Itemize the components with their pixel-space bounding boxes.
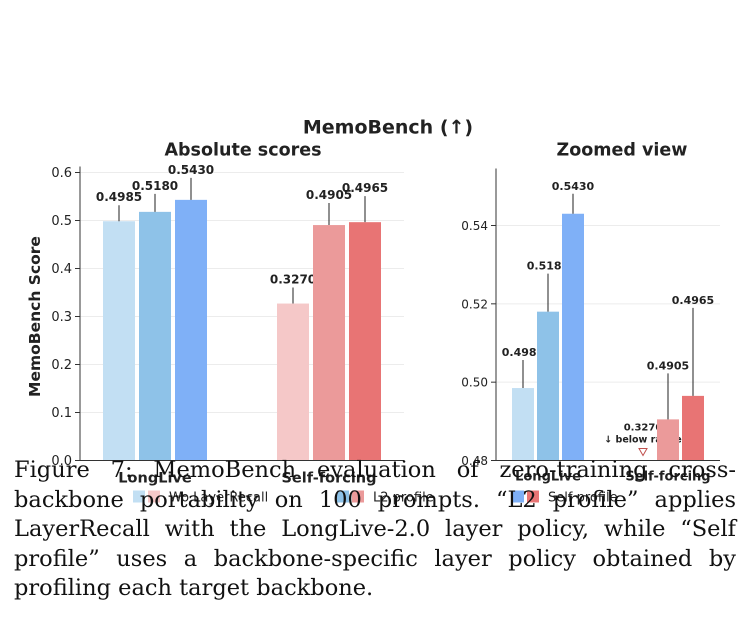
right-bar-longlive-l2-profile: [537, 311, 559, 461]
left-bar-longlive-self-profile: [175, 199, 207, 461]
right-data-label-longlive-wo-layerrecall: 0.4985: [502, 346, 544, 359]
left-y-tick-label-4: 0.4: [51, 262, 72, 277]
left-bar-self-forcing-wo-layerrecall: [277, 303, 309, 461]
left-bar-self-forcing-l2-profile: [313, 225, 345, 461]
left-y-ticks: 0.0 0.1 0.2 0.3 0.4 0.5 0.6: [51, 166, 80, 469]
right-below-range-marker-self-forcing-wo-layerrecall: [638, 448, 648, 457]
legend-swatch-wo-longlive: [133, 490, 145, 503]
right-x-tick-self-forcing: Self-forcing: [625, 470, 710, 485]
right-data-label-longlive-l2-profile: 0.5180: [527, 260, 570, 273]
left-data-label-longlive-self-profile: 0.5430: [168, 163, 214, 177]
left-data-label-self-forcing-l2-profile: 0.4905: [306, 188, 352, 202]
right-y-ticks: 0.48 0.50 0.52 0.54: [461, 219, 496, 468]
right-below-range-note: ↓ below range: [604, 435, 681, 446]
left-data-label-longlive-wo-layerrecall: 0.4985: [96, 190, 142, 204]
legend-swatch-l2-longlive: [337, 490, 349, 503]
left-y-axis-label: MemoBench Score: [26, 236, 44, 397]
right-bar-longlive-self-profile: [562, 213, 584, 461]
legend-label-self-profile: Self profile: [548, 491, 618, 506]
left-data-label-self-forcing-self-profile: 0.4965: [342, 181, 388, 195]
right-data-label-self-forcing-l2-profile: 0.4905: [647, 359, 689, 372]
legend: Wo LayerRecall L2 profile Self profile: [133, 490, 618, 506]
right-y-tick-label-3: 0.54: [461, 219, 488, 233]
left-y-tick-label-2: 0.2: [51, 358, 72, 373]
legend-swatch-self-self-forcing: [527, 490, 539, 503]
figure-caption: Figure 7: MemoBench evaluation of zero-t…: [14, 457, 736, 601]
left-panel-title: Absolute scores: [164, 141, 321, 161]
suptitle: MemoBench (↑): [303, 117, 473, 139]
right-data-label-self-forcing-self-profile: 0.4965: [672, 294, 714, 307]
left-data-label-longlive-l2-profile: 0.5180: [132, 179, 178, 193]
left-data-label-self-forcing-wo-layerrecall: 0.3270: [270, 273, 316, 287]
left-x-tick-longlive: LongLive: [118, 471, 192, 487]
left-y-tick-label-3: 0.3: [51, 310, 72, 325]
right-y-tick-label-1: 0.50: [461, 376, 488, 390]
left-y-tick-label-1: 0.1: [51, 406, 72, 421]
legend-label-l2-profile: L2 profile: [373, 491, 434, 506]
right-bar-longlive-wo-layerrecall: [512, 388, 534, 461]
legend-label-wo-layerrecall: Wo LayerRecall: [169, 491, 268, 506]
right-bar-self-forcing-self-profile: [682, 395, 704, 461]
legend-swatch-l2-self-forcing: [352, 490, 364, 503]
left-bar-longlive-wo-layerrecall: [103, 221, 135, 461]
right-bar-self-forcing-l2-profile: [657, 419, 679, 461]
right-y-tick-label-2: 0.52: [461, 297, 488, 311]
left-y-tick-label-0: 0.0: [51, 454, 72, 469]
right-data-label-self-forcing-wo-layerrecall: 0.3270: [624, 423, 663, 434]
right-y-tick-label-0: 0.48: [461, 454, 488, 468]
left-x-tick-self-forcing: Self-forcing: [281, 471, 376, 487]
left-y-tick-label-5: 0.5: [51, 214, 72, 229]
legend-swatch-self-longlive: [512, 490, 524, 503]
left-y-tick-label-6: 0.6: [51, 166, 72, 181]
legend-swatch-wo-self-forcing: [148, 490, 160, 503]
right-panel-title: Zoomed view: [557, 141, 688, 161]
right-data-label-longlive-self-profile: 0.5430: [552, 180, 595, 193]
left-bar-longlive-l2-profile: [139, 211, 171, 461]
right-x-tick-longlive: LongLive: [515, 470, 581, 485]
left-bar-self-forcing-self-profile: [349, 222, 381, 461]
